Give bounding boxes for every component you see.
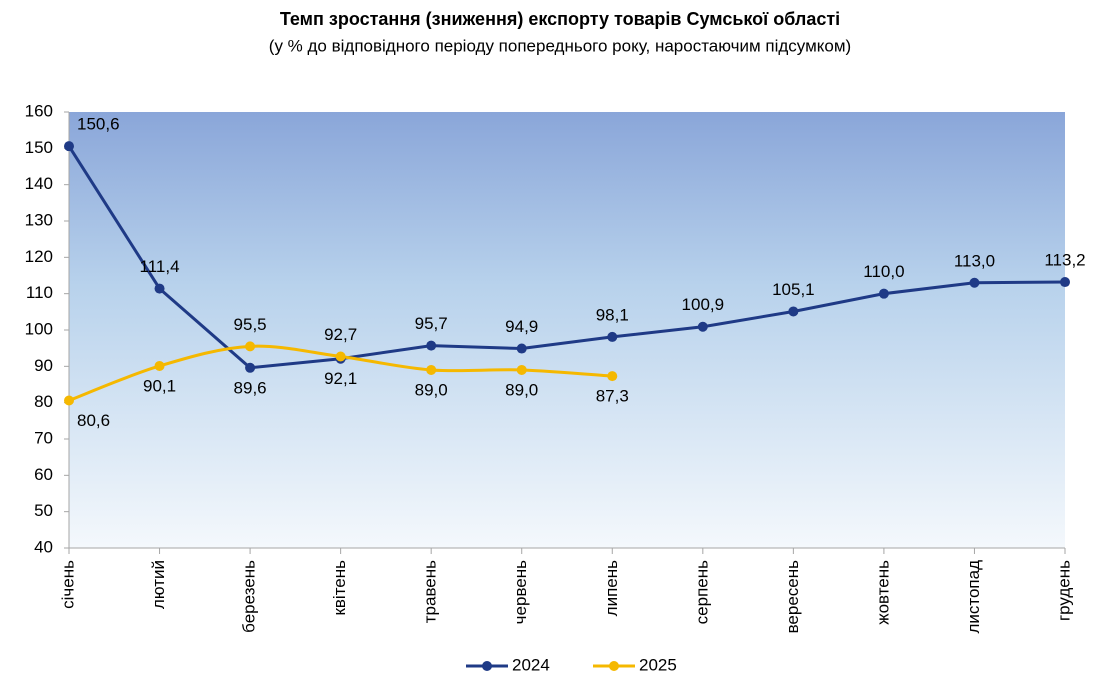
y-tick-label: 130 [25, 210, 53, 229]
data-label: 111,4 [140, 257, 180, 276]
point [516, 364, 527, 375]
x-tick-label: вересень [783, 560, 802, 634]
point [607, 371, 618, 382]
point [426, 340, 437, 351]
data-label: 95,5 [234, 315, 267, 334]
x-tick-label: серпень [692, 560, 711, 624]
data-label: 110,0 [863, 262, 904, 281]
y-tick-label: 120 [25, 247, 53, 266]
y-tick-label: 150 [25, 138, 53, 157]
x-tick-label: жовтень [873, 560, 892, 625]
point [697, 321, 708, 332]
data-label: 113,2 [1044, 251, 1085, 270]
y-tick-label: 90 [34, 356, 53, 375]
y-tick-label: 140 [25, 174, 53, 193]
data-label: 89,0 [415, 380, 448, 399]
y-tick-label: 60 [34, 465, 53, 484]
point [516, 343, 527, 354]
point [154, 283, 165, 294]
data-label: 89,0 [505, 380, 538, 399]
data-label: 92,1 [324, 369, 357, 388]
chart-title: Темп зростання (зниження) експорту товар… [280, 9, 840, 29]
x-tick-label: червень [511, 560, 530, 624]
x-tick-label: березень [240, 560, 259, 633]
x-tick-label: лютий [149, 560, 168, 609]
point [878, 288, 889, 299]
series-line [67, 145, 1066, 370]
legend-label: 2025 [639, 655, 677, 674]
y-tick-label: 160 [25, 101, 53, 120]
point [335, 351, 346, 362]
x-tick-label: січень [58, 560, 77, 609]
legend-marker [482, 661, 492, 671]
data-label: 113,0 [954, 251, 995, 270]
y-tick-label: 40 [34, 537, 53, 556]
data-label: 94,9 [505, 317, 538, 336]
y-tick-label: 100 [25, 319, 53, 338]
point [64, 141, 74, 152]
point [426, 364, 437, 375]
data-label: 95,7 [415, 314, 448, 333]
y-tick-label: 110 [26, 283, 53, 302]
y-tick-label: 70 [34, 428, 53, 447]
data-label: 80,6 [77, 411, 110, 430]
point [607, 331, 618, 342]
point [1060, 277, 1070, 288]
data-label: 100,9 [682, 295, 725, 314]
data-label: 89,6 [234, 378, 267, 397]
data-label: 92,7 [324, 325, 357, 344]
point [64, 395, 74, 406]
y-tick-label: 50 [34, 501, 53, 520]
data-label: 150,6 [77, 115, 120, 134]
y-tick-label: 80 [34, 392, 53, 411]
data-label: 90,1 [143, 376, 176, 395]
point [245, 341, 256, 352]
point [788, 306, 799, 317]
data-label: 105,1 [772, 280, 815, 299]
point [154, 360, 165, 371]
x-tick-label: листопад [964, 560, 983, 634]
x-tick-label: квітень [330, 560, 349, 616]
x-tick-label: грудень [1054, 560, 1073, 621]
point [245, 362, 256, 373]
data-label: 87,3 [596, 387, 629, 406]
point [969, 277, 980, 288]
x-tick-label: липень [602, 560, 621, 616]
chart-subtitle: (у % до відповідного періоду попередньог… [269, 36, 851, 55]
data-label: 98,1 [596, 305, 629, 324]
legend-marker [609, 661, 619, 671]
legend-label: 2024 [512, 655, 550, 674]
x-tick-label: травень [421, 560, 440, 623]
plot-area [69, 112, 1065, 548]
